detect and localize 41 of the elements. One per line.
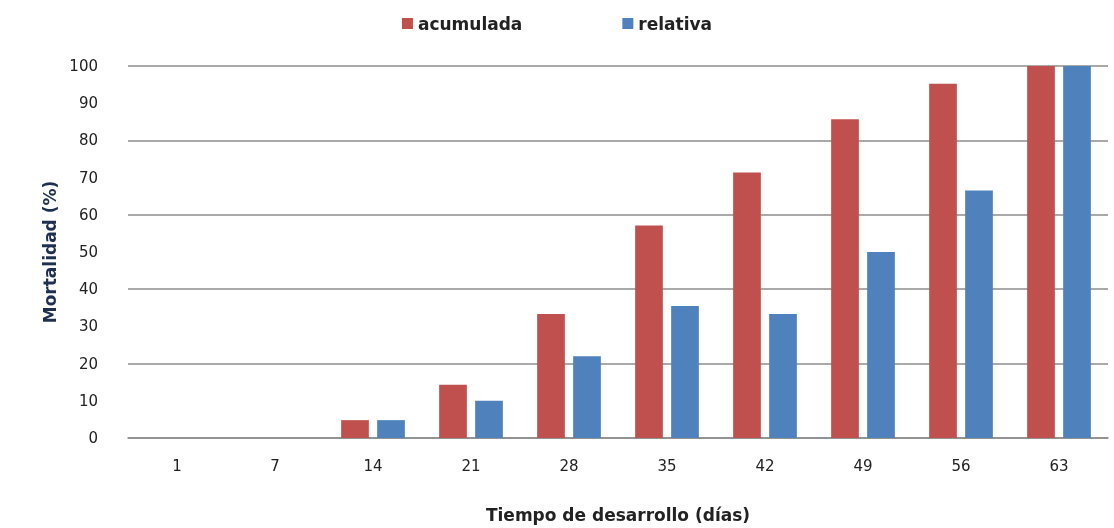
y-tick-label: 30 xyxy=(78,317,98,336)
bar xyxy=(1063,66,1091,438)
x-axis-title: Tiempo de desarrollo (días) xyxy=(485,504,751,525)
x-tick-label: 63 xyxy=(1049,456,1069,475)
x-tick-label: 14 xyxy=(363,456,383,475)
bar xyxy=(671,305,699,438)
bar xyxy=(341,420,369,438)
x-tick-label: 1 xyxy=(172,456,182,475)
y-tick-label: 90 xyxy=(78,94,98,113)
bar xyxy=(769,314,797,438)
x-tick-label: 7 xyxy=(270,456,280,475)
bar xyxy=(1027,66,1055,438)
y-tick-label: 20 xyxy=(78,354,98,373)
y-tick-label: 10 xyxy=(78,391,98,410)
bar xyxy=(733,172,761,438)
bar xyxy=(537,314,565,438)
y-tick-label: 100 xyxy=(69,57,98,75)
bar xyxy=(573,356,601,438)
y-axis-title: Mortalidad (%) xyxy=(39,180,60,324)
y-tick-label: 80 xyxy=(78,131,98,150)
x-tick-label: 49 xyxy=(853,456,873,475)
bar xyxy=(929,83,957,438)
bar xyxy=(439,384,467,438)
x-tick-label: 21 xyxy=(461,456,481,475)
legend-label: acumulada xyxy=(417,13,523,34)
x-tick-label: 42 xyxy=(755,456,775,475)
y-tick-label: 0 xyxy=(88,429,98,447)
y-tick-label: 70 xyxy=(78,168,98,187)
y-tick-label: 60 xyxy=(78,205,98,224)
bar xyxy=(831,119,859,438)
legend-label: relativa xyxy=(638,13,713,34)
bar xyxy=(965,190,993,438)
y-tick-label: 50 xyxy=(78,243,98,261)
bar xyxy=(475,400,503,438)
bar xyxy=(635,225,663,438)
y-tick-label: 40 xyxy=(78,280,98,299)
bar xyxy=(867,252,895,438)
x-tick-label: 28 xyxy=(559,456,579,475)
x-tick-label: 35 xyxy=(657,456,677,475)
x-tick-label: 56 xyxy=(951,456,971,475)
bar xyxy=(377,420,405,438)
